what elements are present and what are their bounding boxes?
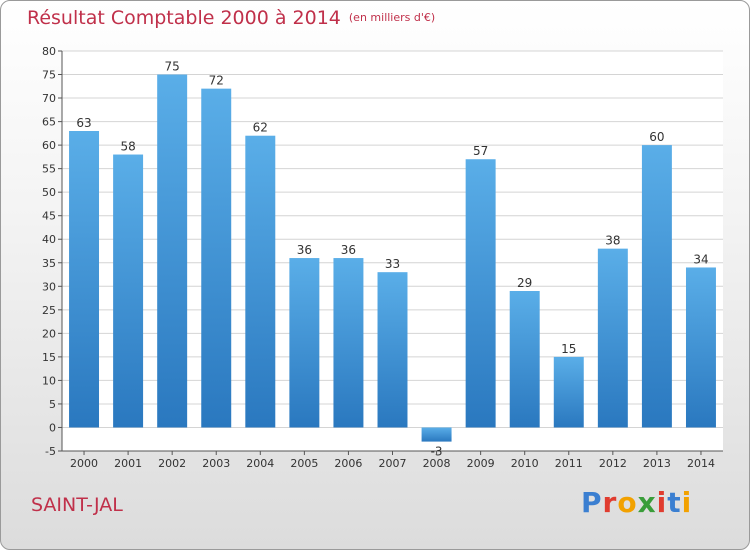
- brand-letter: o: [617, 486, 638, 519]
- data-label: 57: [473, 144, 488, 158]
- bar: [113, 154, 144, 428]
- y-tick-label: 65: [42, 116, 56, 129]
- x-tick-label: 2003: [202, 457, 230, 470]
- brand-letter: i: [656, 486, 668, 519]
- bar: [509, 291, 540, 428]
- brand-letter: r: [602, 486, 618, 519]
- x-tick-label: 2000: [70, 457, 98, 470]
- x-tick-label: 2001: [114, 457, 142, 470]
- brand-letter: t: [667, 486, 682, 519]
- y-tick-label: 60: [42, 139, 56, 152]
- data-label: 33: [385, 257, 400, 271]
- data-label: 60: [649, 130, 664, 144]
- chart-title: Résultat Comptable 2000 à 2014 (en millie…: [27, 7, 435, 29]
- bar: [597, 248, 628, 428]
- y-tick-label: 80: [42, 45, 56, 58]
- y-tick-label: 70: [42, 92, 56, 105]
- data-label: 36: [341, 243, 356, 257]
- data-label: 63: [76, 116, 91, 130]
- bar: [333, 258, 364, 428]
- y-tick-label: 20: [42, 327, 56, 340]
- y-tick-label: 50: [42, 186, 56, 199]
- data-label: 62: [253, 121, 268, 135]
- data-label: 58: [120, 140, 135, 154]
- y-tick-label: 30: [42, 280, 56, 293]
- x-tick-label: 2011: [555, 457, 583, 470]
- bar: [465, 159, 496, 428]
- y-tick-label: 5: [49, 398, 56, 411]
- bar: [685, 267, 716, 428]
- x-tick-label: 2004: [246, 457, 274, 470]
- x-tick-label: 2007: [379, 457, 407, 470]
- y-tick-label: 0: [49, 421, 56, 434]
- x-tick-label: 2005: [290, 457, 318, 470]
- y-tick-label: -5: [45, 445, 56, 458]
- y-tick-label: 40: [42, 233, 56, 246]
- chart-title-text: Résultat Comptable 2000 à 2014: [27, 7, 341, 29]
- x-tick-label: 2012: [599, 457, 627, 470]
- bar: [377, 272, 408, 428]
- y-tick-label: 45: [42, 210, 56, 223]
- data-label: 29: [517, 276, 532, 290]
- commune-name: SAINT-JAL: [31, 494, 123, 516]
- data-label: 36: [297, 243, 312, 257]
- y-tick-label: 10: [42, 374, 56, 387]
- y-tick-label: 35: [42, 257, 56, 270]
- y-tick-label: 75: [42, 69, 56, 82]
- y-tick-label: 25: [42, 304, 56, 317]
- brand-letter: P: [581, 486, 603, 519]
- brand-logo: Proxiti: [581, 486, 692, 519]
- x-tick-label: 2013: [643, 457, 671, 470]
- x-tick-label: 2009: [467, 457, 495, 470]
- data-label: 72: [209, 74, 224, 88]
- bar: [289, 258, 320, 428]
- x-tick-label: 2002: [158, 457, 186, 470]
- data-label: 15: [561, 342, 576, 356]
- x-tick-label: 2006: [334, 457, 362, 470]
- data-label: 34: [693, 252, 708, 266]
- data-label: 38: [605, 234, 620, 248]
- x-tick-label: 2008: [423, 457, 451, 470]
- x-tick-label: 2014: [687, 457, 715, 470]
- bar: [201, 88, 232, 428]
- bar: [641, 145, 672, 428]
- chart-subtitle: (en milliers d'€): [348, 11, 436, 24]
- y-tick-label: 55: [42, 163, 56, 176]
- brand-letter: i: [681, 486, 693, 519]
- bar: [421, 427, 452, 442]
- bar: [157, 74, 188, 428]
- y-tick-label: 15: [42, 351, 56, 364]
- bar: [245, 135, 276, 428]
- bar: [69, 131, 100, 428]
- bar: [553, 356, 584, 428]
- x-tick-label: 2010: [511, 457, 539, 470]
- brand-letter: x: [637, 486, 657, 519]
- data-label: 75: [165, 60, 180, 74]
